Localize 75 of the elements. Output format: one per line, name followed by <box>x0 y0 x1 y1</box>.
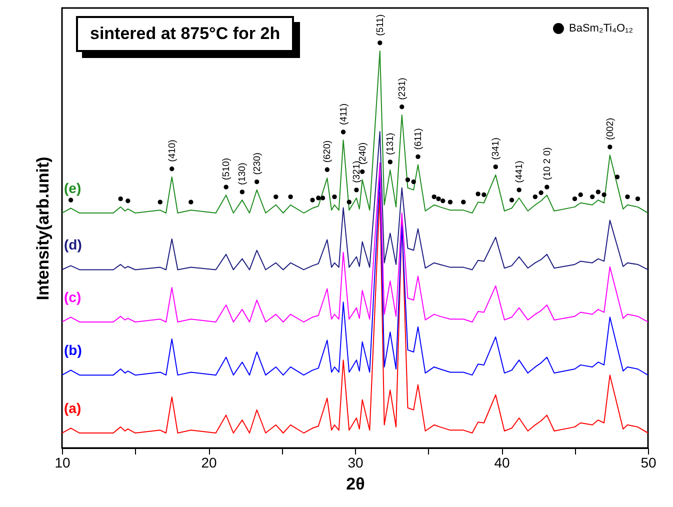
y-axis-title: Intensity(arb.unit) <box>34 156 52 300</box>
point <box>240 190 245 194</box>
point <box>590 194 595 200</box>
point <box>635 196 640 202</box>
point <box>288 194 293 200</box>
point <box>436 196 441 202</box>
chart-title: sintered at 875°C for 2h <box>76 16 294 52</box>
point <box>378 40 382 46</box>
point <box>118 196 123 202</box>
point <box>516 188 522 192</box>
x-tick-label: 10 <box>54 454 70 470</box>
annotation: (231) <box>396 78 408 100</box>
point <box>440 198 446 204</box>
series-label: (d) <box>64 236 82 253</box>
point <box>432 194 436 200</box>
x-tick-label: 20 <box>201 454 217 470</box>
point <box>340 130 346 134</box>
series-label: (b) <box>64 342 82 358</box>
x-tick-label: 30 <box>348 454 364 470</box>
point <box>416 154 420 160</box>
annotation: (441) <box>514 160 526 183</box>
point <box>158 200 162 204</box>
annotation: (10 2 0) <box>542 147 553 180</box>
annotation: (510) <box>221 158 232 180</box>
annotation: (611) <box>412 128 424 150</box>
point <box>476 192 480 196</box>
annotation: (411) <box>338 103 350 125</box>
annotation: (620) <box>322 140 334 163</box>
point <box>544 184 550 190</box>
point <box>170 166 174 172</box>
annotation: (410) <box>166 140 178 162</box>
point <box>461 200 466 204</box>
point <box>493 164 498 170</box>
point <box>608 144 612 150</box>
point <box>538 190 544 196</box>
point <box>532 194 538 200</box>
annotation: (341) <box>490 138 502 160</box>
point <box>126 198 130 204</box>
point <box>354 188 359 192</box>
point <box>274 194 278 200</box>
point <box>68 198 74 202</box>
point <box>310 198 315 202</box>
point <box>254 179 260 184</box>
series-label: (c) <box>64 288 82 305</box>
x-axis-title: 2θ <box>346 474 365 494</box>
point <box>509 198 514 202</box>
point <box>346 200 352 204</box>
point <box>572 196 578 202</box>
annotation: (230) <box>252 152 263 175</box>
point <box>625 194 630 200</box>
x-tick-label: 50 <box>640 454 656 470</box>
series-label: (a) <box>64 400 82 416</box>
point <box>320 196 326 200</box>
point <box>482 192 486 198</box>
point <box>448 200 453 204</box>
legend-label: BaSm₂Ti₄O₁₂ <box>569 22 634 34</box>
series-label: (e) <box>64 180 82 196</box>
point <box>224 184 228 190</box>
point <box>602 192 606 198</box>
point <box>316 196 321 200</box>
point <box>388 160 393 164</box>
point <box>405 177 410 182</box>
point <box>400 104 404 110</box>
point <box>578 192 583 198</box>
annotation: (511) <box>374 14 386 36</box>
point <box>596 190 601 194</box>
point <box>324 167 330 172</box>
point <box>614 174 620 180</box>
x-tick-label: 40 <box>494 454 510 470</box>
point <box>411 179 416 184</box>
point <box>332 194 337 200</box>
annotation: (130) <box>237 162 248 185</box>
annotation: (131) <box>385 132 396 155</box>
point <box>188 200 194 204</box>
annotation: (002) <box>604 118 616 140</box>
